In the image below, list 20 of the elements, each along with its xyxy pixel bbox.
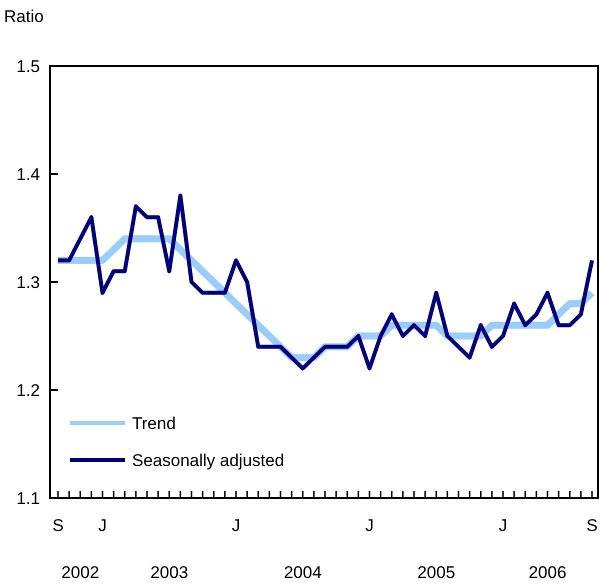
text: 2002 — [61, 563, 100, 582]
legend-label: Trend — [132, 414, 176, 433]
x-tick-label: J — [232, 516, 240, 535]
y-tick-label: 1.4 — [16, 164, 40, 184]
y-tick-label: 1.5 — [16, 56, 40, 76]
y-axis-title: Ratio — [4, 7, 44, 26]
x-tick-label: J — [365, 516, 374, 535]
y-tick-label: 1.2 — [16, 380, 40, 400]
legend-label: Seasonally adjusted — [132, 450, 284, 470]
y-tick-label: 1.1 — [16, 488, 40, 508]
text: 2004 — [284, 563, 322, 582]
text: 2006 — [528, 563, 566, 582]
x-tick-label: S — [52, 516, 64, 535]
text: 2005 — [417, 563, 456, 582]
x-tick-label: S — [586, 516, 598, 535]
y-tick-label: 1.3 — [16, 272, 40, 292]
line-series — [56, 194, 594, 370]
text: 2003 — [150, 563, 188, 582]
x-tick-label: J — [498, 516, 508, 535]
x-tick-label: J — [98, 516, 107, 535]
